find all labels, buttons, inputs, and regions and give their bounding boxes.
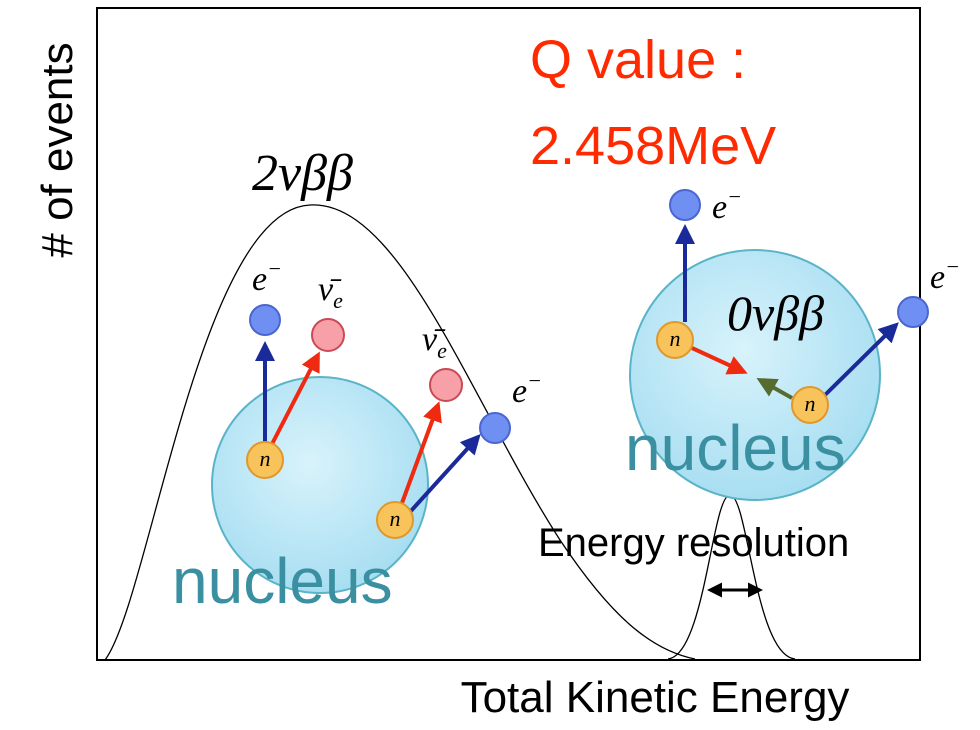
nucleus-label: nucleus: [625, 412, 846, 484]
charge: −: [267, 256, 282, 281]
neutron-label: n: [670, 326, 681, 351]
arrow: [823, 322, 899, 397]
antineutrino: [429, 368, 463, 402]
symbol: e: [512, 373, 527, 410]
electron: [249, 304, 281, 336]
subscript: e: [437, 338, 447, 363]
antineutrino-label: ν̄e: [422, 321, 447, 363]
charge: −: [945, 254, 960, 279]
arrow: [408, 434, 481, 514]
q-value: 2.458MeV: [530, 116, 776, 176]
two-neutrino-curve: [104, 204, 696, 661]
antineutrino: [311, 318, 345, 352]
nucleus: [629, 249, 881, 501]
neutron: [376, 501, 414, 539]
arrow: [400, 401, 442, 504]
symbol: e: [252, 261, 267, 298]
arrow: [691, 346, 748, 375]
symbol: e: [930, 259, 945, 296]
charge: −: [727, 184, 742, 209]
neutron: [656, 321, 694, 359]
antineutrino-label: ν̄e: [318, 271, 343, 313]
electron-label: e−: [252, 256, 282, 298]
electron-label: e−: [712, 184, 742, 226]
arrow: [270, 351, 320, 445]
electron: [479, 412, 511, 444]
electron: [897, 296, 929, 328]
neutron-label: n: [805, 391, 816, 416]
plot-frame: [96, 7, 921, 661]
arrow: [756, 378, 793, 400]
q-value-label: Q value :: [530, 30, 746, 90]
neutron: [246, 441, 284, 479]
electron: [669, 189, 701, 221]
neutron-label: n: [390, 506, 401, 531]
zero-neutrino-peak: [667, 494, 796, 660]
two-neutrino-label: 2νββ: [252, 145, 353, 202]
x-axis-label: Total Kinetic Energy: [461, 673, 850, 722]
y-axis-label: # of events: [33, 42, 82, 257]
neutron-label: n: [260, 446, 271, 471]
zero-neutrino-label: 0νββ: [727, 285, 824, 341]
electron-label: e−: [512, 368, 542, 410]
nucleus-label: nucleus: [172, 545, 393, 617]
electron-label: e−: [930, 254, 960, 296]
charge: −: [527, 368, 542, 393]
subscript: e: [333, 288, 343, 313]
symbol: e: [712, 189, 727, 226]
neutron: [791, 386, 829, 424]
resolution-label: Energy resolution: [538, 521, 849, 565]
